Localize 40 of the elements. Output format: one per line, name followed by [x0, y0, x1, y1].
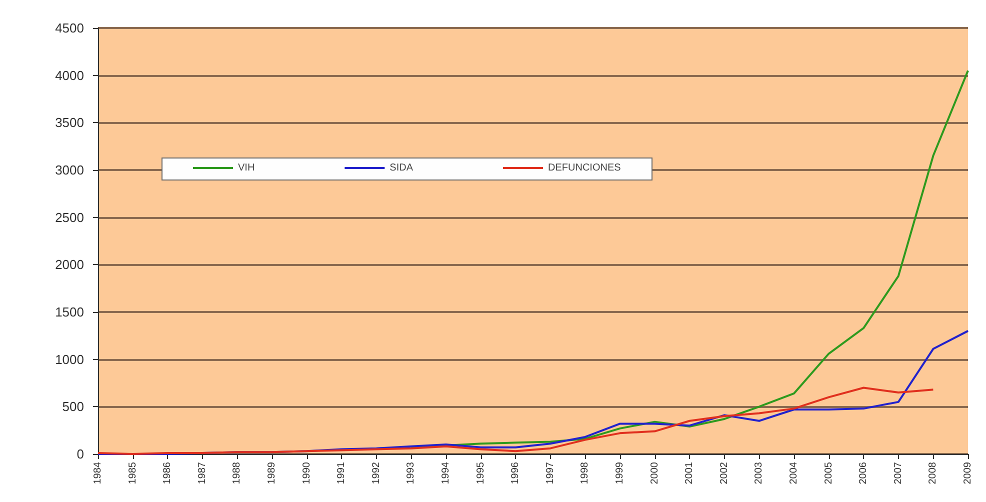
y-tick-label: 1000: [55, 352, 84, 367]
x-tick-label: 2002: [718, 462, 730, 484]
legend-label: VIH: [238, 162, 255, 174]
y-tick-label: 500: [62, 399, 84, 414]
x-tick-label: 1985: [127, 462, 138, 484]
y-tick-label: 2500: [55, 210, 84, 225]
x-tick-label: 1993: [406, 462, 417, 484]
y-tick-label: 0: [76, 446, 84, 462]
legend-label: SIDA: [390, 162, 414, 174]
x-tick-label: 1988: [232, 462, 243, 484]
y-tick-label: 4500: [55, 20, 84, 36]
y-tick-label: 2000: [55, 257, 84, 272]
x-tick-label: 1989: [266, 462, 278, 484]
x-tick-label: 1984: [92, 462, 104, 484]
legend-label: DEFUNCIONES: [548, 162, 622, 174]
x-tick-label: 1991: [336, 462, 348, 484]
x-tick-label: 1994: [440, 462, 452, 484]
x-tick-label: 1987: [196, 462, 208, 484]
x-tick-label: 2009: [962, 462, 974, 484]
x-tick-label: 2003: [754, 462, 765, 484]
y-tick-label: 3500: [55, 115, 84, 130]
x-tick-label: 2007: [892, 462, 904, 484]
x-tick-label: 1999: [614, 462, 626, 484]
x-tick-label: 1997: [544, 462, 556, 484]
x-tick-label: 1992: [370, 462, 382, 484]
y-tick-label: 3000: [55, 162, 84, 178]
x-tick-label: 2008: [928, 462, 939, 484]
x-tick-label: 1996: [510, 462, 522, 484]
y-tick-label: 1500: [55, 304, 84, 320]
x-tick-label: 2005: [823, 462, 834, 484]
x-tick-label: 2004: [788, 462, 800, 484]
x-tick-label: 1986: [162, 462, 174, 484]
y-tick-label: 4000: [55, 68, 84, 83]
line-series: [97, 386, 934, 455]
x-tick-label: 1990: [301, 462, 312, 484]
x-tick-label: 2001: [684, 462, 696, 484]
x-tick-label: 1998: [580, 462, 591, 484]
x-tick-label: 2006: [858, 462, 870, 484]
x-tick-label: 1995: [475, 462, 486, 484]
x-tick-label: 2000: [649, 462, 660, 484]
